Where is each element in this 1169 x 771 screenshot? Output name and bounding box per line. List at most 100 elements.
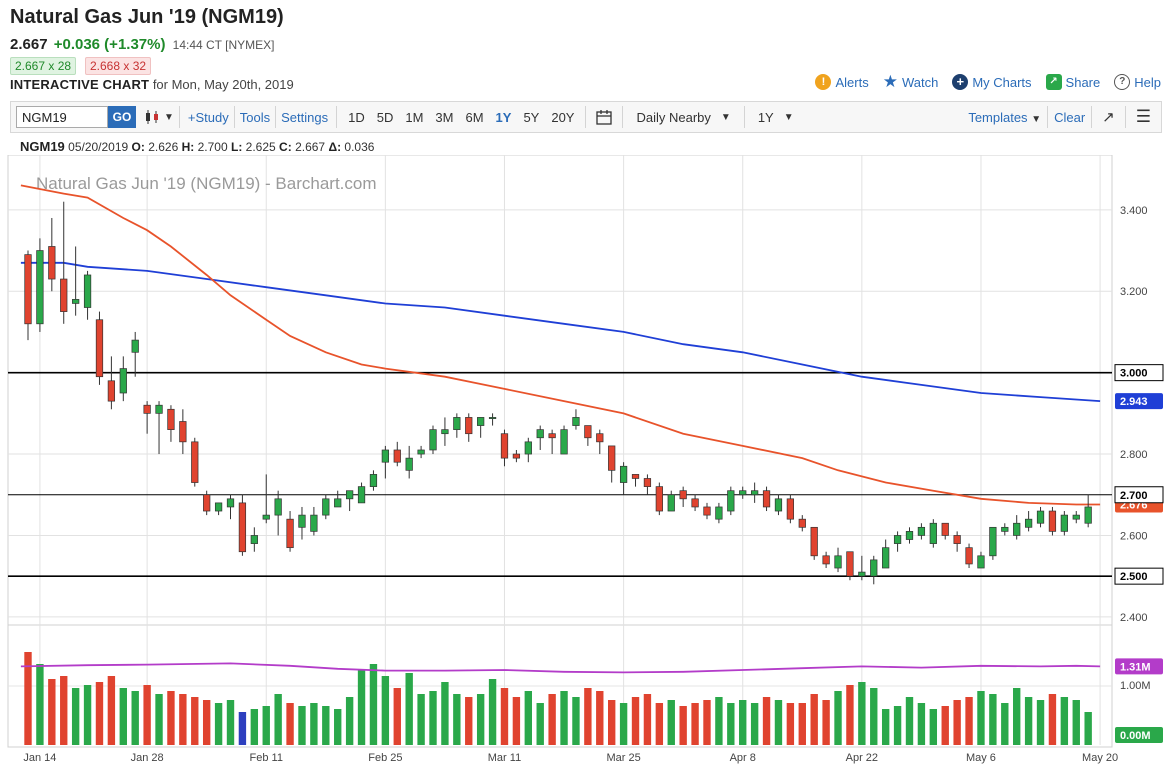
volume-bar	[953, 700, 961, 745]
volume-bar	[441, 682, 449, 745]
volume-bar	[774, 700, 783, 745]
clear-button[interactable]: Clear	[1054, 109, 1086, 125]
price-tick-label: 2.600	[1120, 530, 1148, 542]
candle-body	[334, 498, 342, 508]
volume-bar	[48, 679, 56, 745]
watch-link[interactable]: ★ Watch	[882, 72, 939, 91]
settings-button[interactable]: Settings	[281, 109, 329, 125]
chart-type-select[interactable]: ▼	[144, 109, 174, 125]
volume-bar	[822, 700, 830, 745]
range-5d[interactable]: 5D	[376, 109, 394, 125]
date-tick-label: Jan 14	[23, 752, 56, 764]
volume-bar	[167, 691, 175, 745]
volume-bar	[226, 700, 235, 745]
volume-bar	[905, 697, 914, 745]
candle	[262, 474, 270, 524]
page-title: Natural Gas Jun '19 (NGM19)	[10, 6, 284, 28]
alerts-link[interactable]: ! Alerts	[815, 74, 869, 90]
volume-bar	[250, 709, 259, 745]
candle	[453, 413, 461, 438]
candle	[322, 494, 330, 520]
star-icon: ★	[882, 72, 898, 91]
candle-body	[893, 535, 902, 544]
candle-body	[548, 433, 556, 439]
price-tick-label: 2.400	[1120, 612, 1148, 624]
volume-bar	[691, 703, 699, 745]
contract-mode-select[interactable]: Daily Nearby ▼	[628, 110, 738, 125]
expand-icon[interactable]: ↗	[1102, 109, 1115, 126]
range-5y[interactable]: 5Y	[523, 109, 540, 125]
candle-body	[250, 535, 258, 544]
candle	[143, 401, 151, 434]
candle-body	[203, 494, 211, 512]
range-1m[interactable]: 1M	[405, 109, 424, 125]
candle-body	[715, 506, 723, 520]
candle-body	[691, 498, 699, 508]
templates-button[interactable]: Templates ▼	[962, 110, 1047, 125]
volume-bar	[71, 688, 80, 745]
volume-bar	[667, 700, 675, 745]
volume-bar	[191, 697, 199, 745]
range-1y[interactable]: 1Y	[495, 109, 512, 125]
candle-body	[167, 408, 175, 430]
volume-zero-label: 0.00M	[1120, 730, 1151, 742]
level-2-700-label-bg	[1115, 486, 1163, 503]
candle	[751, 482, 759, 503]
candle	[667, 490, 675, 512]
candle	[798, 515, 806, 532]
candle	[191, 437, 199, 487]
candle-body	[619, 465, 628, 483]
volume-bar	[810, 694, 818, 745]
candle-body	[1048, 510, 1057, 532]
candle-body	[131, 339, 139, 353]
candle	[1013, 515, 1021, 540]
candle	[357, 482, 366, 504]
range-1d[interactable]: 1D	[348, 109, 365, 125]
volume-bar	[36, 664, 44, 745]
candle	[167, 405, 175, 442]
range-20y[interactable]: 20Y	[551, 109, 575, 125]
menu-icon[interactable]: ☰	[1135, 107, 1151, 126]
candle	[1024, 511, 1033, 532]
go-button[interactable]: GO	[108, 106, 136, 128]
candle-body	[631, 474, 640, 479]
volume-bar	[202, 700, 211, 745]
candle-body	[572, 417, 580, 426]
candle-body	[751, 490, 759, 496]
volume-bar	[429, 691, 437, 745]
volume-bar	[476, 694, 485, 745]
candle	[941, 522, 949, 540]
templates-label: Templates	[968, 109, 1028, 125]
candle	[1036, 506, 1045, 528]
volume-bar	[405, 673, 413, 745]
volume-bar	[834, 691, 842, 745]
candle-body	[905, 531, 914, 540]
candle	[715, 502, 723, 524]
my-charts-link[interactable]: + My Charts	[952, 74, 1032, 90]
volume-bar	[1001, 703, 1009, 745]
volume-bar	[357, 670, 366, 745]
period-select[interactable]: 1Y ▼	[750, 110, 802, 125]
help-link[interactable]: ? Help	[1114, 74, 1161, 90]
share-link[interactable]: ↗ Share	[1045, 74, 1100, 90]
interactive-chart-heading: INTERACTIVE CHART	[10, 77, 150, 92]
range-6m[interactable]: 6M	[465, 109, 484, 125]
date-tick-label: May 6	[966, 752, 996, 764]
candle	[95, 311, 104, 385]
tools-button[interactable]: Tools	[239, 109, 271, 125]
candle-body	[703, 506, 711, 516]
price-chart[interactable]: Jan 14 Jan 28 Feb 11 Feb 25 Mar 11 Mar 25 Apr …	[0, 155, 1169, 771]
toolbar-right: Templates ▼ Clear ↗ ☰	[962, 102, 1161, 132]
symbol-input[interactable]	[16, 106, 108, 128]
add-study-button[interactable]: +Study	[187, 109, 229, 125]
volume-bar	[929, 709, 938, 745]
volume-bar	[619, 703, 628, 745]
period-value: 1Y	[757, 109, 774, 125]
candle-body	[1084, 506, 1092, 524]
price-tick-label: 3.400	[1120, 205, 1148, 217]
calendar-icon[interactable]	[595, 108, 613, 126]
candle	[405, 445, 413, 479]
range-3m[interactable]: 3M	[435, 109, 454, 125]
candle	[381, 445, 389, 479]
volume-bar	[417, 694, 425, 745]
